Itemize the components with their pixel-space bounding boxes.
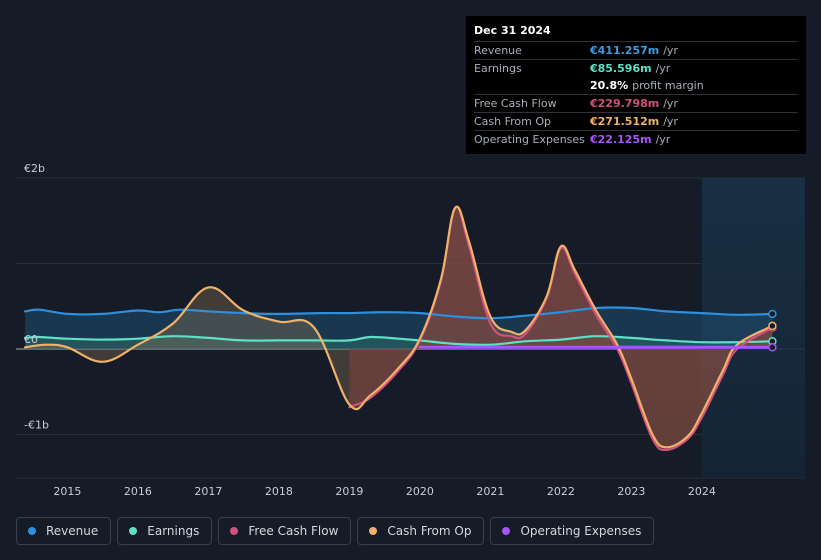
tooltip-row-cash-from-op: Cash From Op €271.512m /yr [474,112,798,130]
tooltip-row-free-cash-flow: Free Cash Flow €229.798m /yr [474,94,798,112]
operating-expenses-end-point [768,343,777,352]
revenue-dot-icon [28,527,36,535]
y-axis-labels: €2b €0 -€1b [24,162,49,432]
tooltip-value: €22.125m [590,133,652,146]
tooltip-value: €229.798m [590,97,660,110]
x-axis-labels: 2015 2016 2017 2018 2019 2020 2021 2022 2023 2024 [53,485,716,498]
free-cash-flow-dot-icon [230,527,239,535]
tooltip-row-earnings: Earnings €85.596m /yr [474,59,798,77]
x-tick-label: 2022 [547,485,575,498]
tooltip-label: Operating Expenses [474,133,585,146]
cash-from-op-line [24,205,774,449]
y-tick-label: €0 [24,333,38,346]
tooltip-value: €411.257m [590,44,660,57]
data-tooltip: Dec 31 2024 Revenue €411.257m /yr Earnin… [466,16,806,154]
tooltip-unit: /yr [663,97,678,110]
chart-legend: Revenue Earnings Free Cash Flow Cash Fro… [16,517,660,545]
series-lines [24,205,774,452]
tooltip-label: Cash From Op [474,115,552,128]
legend-label: Revenue [46,524,99,538]
tooltip-row-revenue: Revenue €411.257m /yr [474,41,798,59]
legend-item-cash-from-op[interactable]: Cash From Op [357,517,485,545]
tooltip-row-operating-expenses: Operating Expenses €22.125m /yr [474,130,798,148]
legend-label: Cash From Op [387,524,472,538]
tooltip-value: €85.596m [590,62,652,75]
earnings-line [24,335,774,346]
tooltip-label: Earnings [474,62,522,75]
y-tick-label: €2b [24,162,45,175]
x-tick-label: 2023 [617,485,645,498]
x-tick-label: 2017 [194,485,222,498]
legend-label: Earnings [147,524,200,538]
free-cash-flow-area [349,206,773,450]
x-tick-label: 2024 [688,485,716,498]
cash-from-op-area [25,206,773,448]
chart-area: €2b€0-€1b 2015 2016 2017 2018 2019 2020 2021 20… [16,162,805,498]
operating-expenses-dot-icon [502,527,511,535]
x-tick-label: 2020 [406,485,434,498]
tooltip-unit: /yr [663,115,678,128]
legend-item-earnings[interactable]: Earnings [117,517,213,545]
tooltip-unit: profit margin [632,79,704,92]
tooltip-unit: /yr [655,133,671,146]
series-end-markers [768,309,777,352]
earnings-dot-icon [129,527,138,535]
legend-item-operating-expenses[interactable]: Operating Expenses [490,517,655,545]
revenue-end-point [768,309,777,319]
revenue-line [24,306,774,320]
legend-item-free-cash-flow[interactable]: Free Cash Flow [218,517,352,545]
cash-from-op-dot-icon [369,527,378,535]
legend-item-revenue[interactable]: Revenue [16,517,112,545]
x-tick-label: 2016 [124,485,152,498]
series-areas [25,206,773,450]
tooltip-unit: /yr [663,44,678,57]
tooltip-value: 20.8% [590,79,629,92]
x-tick-label: 2015 [53,485,81,498]
legend-label: Operating Expenses [520,524,642,538]
tooltip-row-profit-margin: 20.8% profit margin [474,77,798,94]
x-tick-label: 2019 [335,485,363,498]
cash-from-op-end-point [768,321,777,331]
x-tick-label: 2021 [476,485,504,498]
tooltip-label [474,77,590,94]
tooltip-value: €271.512m [590,115,660,128]
x-tick-label: 2018 [265,485,293,498]
y-tick-label: -€1b [24,419,49,432]
legend-label: Free Cash Flow [248,524,339,538]
tooltip-label: Free Cash Flow [474,97,557,110]
tooltip-label: Revenue [474,44,522,57]
tooltip-date: Dec 31 2024 [474,24,551,37]
tooltip-unit: /yr [655,62,671,75]
